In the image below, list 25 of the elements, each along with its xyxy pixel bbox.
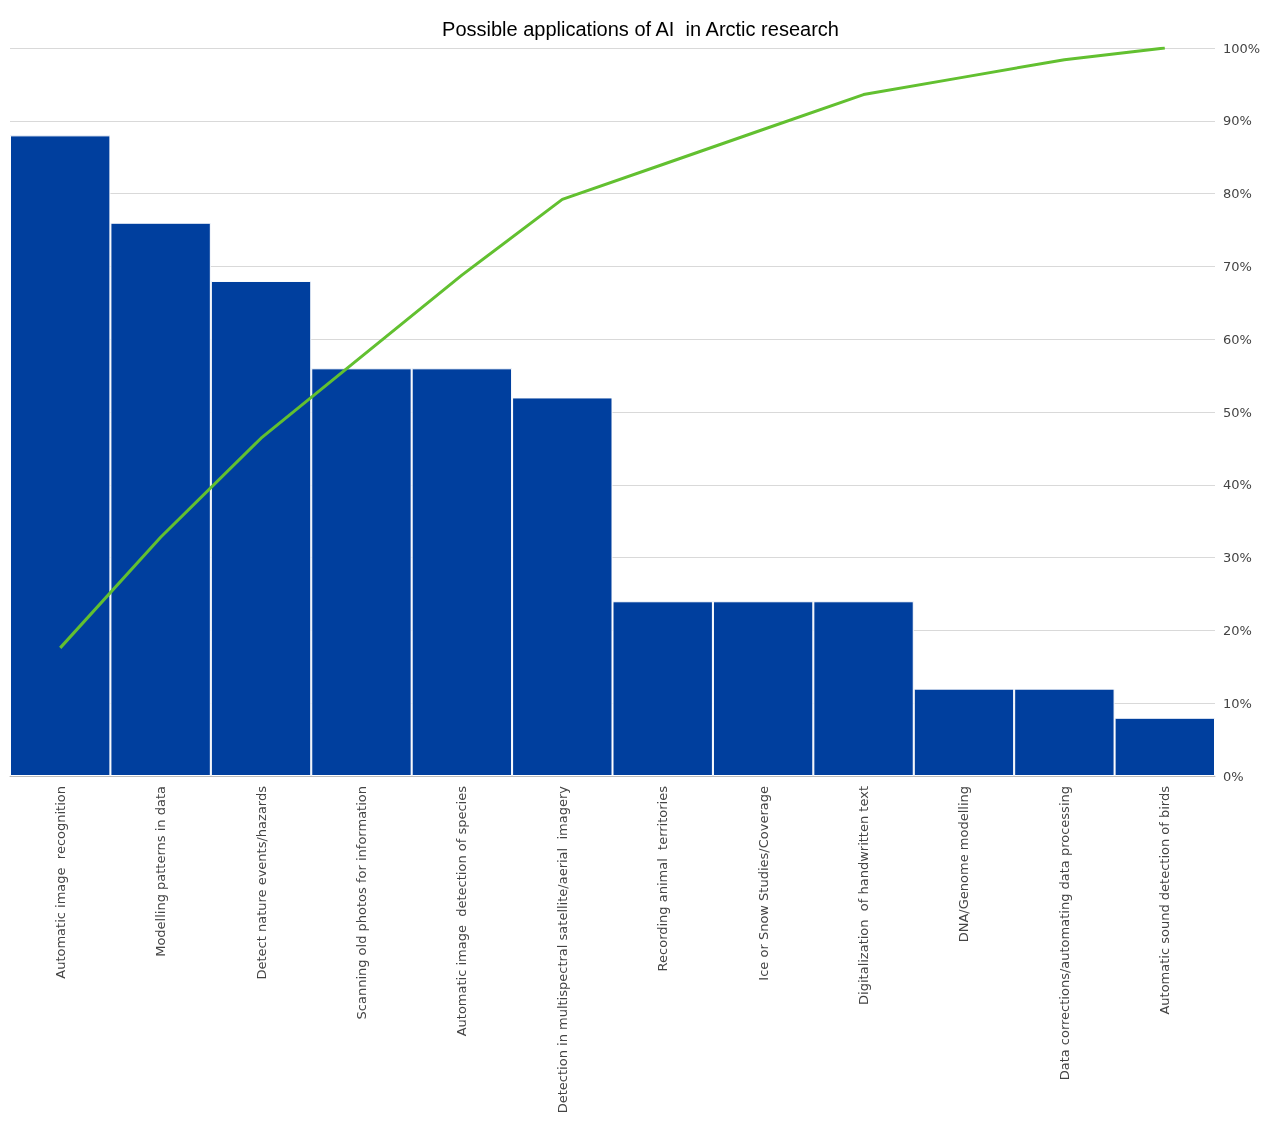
y2-tick-label: 90% xyxy=(1223,113,1252,129)
x-tick-label: Automatic sound detection of birds xyxy=(1157,785,1173,1015)
y2-tick-label: 40% xyxy=(1223,477,1252,493)
y2-tick-label: 30% xyxy=(1223,550,1252,566)
x-tick-label: Detect nature events/hazards xyxy=(253,785,269,980)
x-tick-label: DNA/Genome modelling xyxy=(956,786,972,943)
y2-tick-label: 10% xyxy=(1223,695,1252,711)
x-tick-label: Automatic image detection of species xyxy=(454,785,470,1037)
x-tick-label: Modelling patterns in data xyxy=(153,786,169,957)
chart-title: Possible applications of AI in Arctic research xyxy=(442,18,839,40)
x-tick-label: Automatic image recognition xyxy=(52,786,68,979)
y2-tick-label: 100% xyxy=(1223,40,1261,56)
y2-tick-label: 50% xyxy=(1223,404,1252,420)
x-tick-label: Scanning old photos for information xyxy=(353,786,369,1020)
x-tick-label: Detection in multispectral satellite/aerial imagery xyxy=(554,785,570,1114)
x-tick-label: Recording animal territories xyxy=(655,785,671,972)
x-tick-label: Data corrections/automating data processing xyxy=(1056,786,1072,1081)
y2-tick-label: 80% xyxy=(1223,186,1252,202)
line-series xyxy=(58,46,1167,650)
y2-tick-label: 70% xyxy=(1223,258,1252,274)
y2-tick-label: 20% xyxy=(1223,622,1252,638)
y2-tick-label: 60% xyxy=(1223,331,1252,347)
y2-tick-label: 0% xyxy=(1223,768,1244,784)
x-tick-label: Ice or Snow Studies/Coverage xyxy=(755,786,771,981)
x-tick-label: Digitalization of handwritten text xyxy=(856,786,872,1005)
